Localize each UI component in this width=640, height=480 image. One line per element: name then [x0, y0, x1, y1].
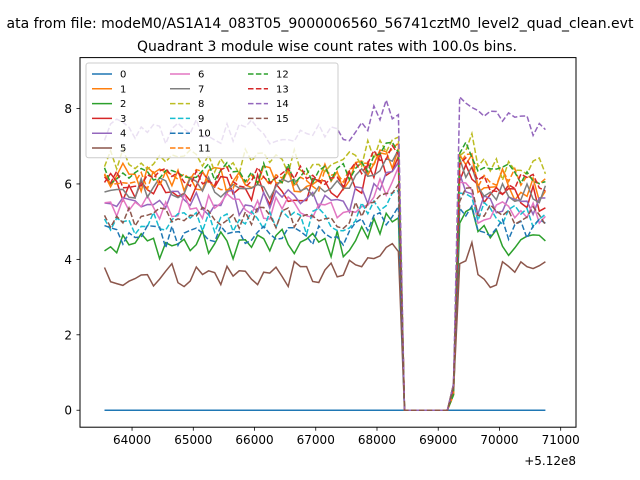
series-line-10: [104, 203, 546, 411]
legend-label-13: 13: [276, 84, 289, 95]
legend-label-12: 12: [276, 70, 289, 81]
y-tick-label: 4: [64, 253, 72, 267]
x-tick-label: 69000: [419, 433, 457, 447]
plot-frame: [79, 57, 577, 428]
figure-suptitle: ata from file: modeM0/AS1A14_083T05_9000…: [7, 16, 634, 32]
y-tick-label: 0: [64, 404, 72, 418]
series-line-9: [103, 189, 546, 411]
x-tick-label: 71000: [542, 433, 580, 447]
x-tick-label: 67000: [297, 433, 335, 447]
x-tick-label: 65000: [174, 433, 212, 447]
series-line-11: [103, 140, 546, 411]
legend-label-14: 14: [276, 99, 289, 110]
legend-label-5: 5: [120, 144, 126, 155]
legend-label-9: 9: [198, 114, 204, 125]
chart-title: Quadrant 3 module wise count rates with …: [137, 39, 517, 55]
legend-label-15: 15: [276, 114, 289, 125]
legend-label-10: 10: [198, 129, 211, 140]
series-line-5: [103, 239, 546, 411]
series-line-3: [103, 149, 546, 411]
y-tick-label: 8: [64, 102, 72, 116]
axes-ticks-group: 64000 65000 66000 67000 68000 69000 70000 71000…: [64, 102, 579, 447]
series-line-13: [103, 144, 546, 411]
x-offset-label: +5.12e8: [524, 454, 576, 468]
legend-label-0: 0: [120, 70, 126, 81]
series-line-15: [103, 181, 547, 411]
series-line-7: [104, 146, 547, 411]
legend-label-1: 1: [120, 84, 126, 95]
legend-label-11: 11: [198, 144, 211, 155]
legend-label-2: 2: [120, 99, 126, 110]
legend-label-6: 6: [198, 70, 204, 81]
legend-box: [85, 62, 339, 159]
x-tick-label: 66000: [235, 433, 273, 447]
legend-label-3: 3: [120, 114, 126, 125]
y-tick-label: 6: [64, 177, 72, 191]
x-tick-label: 68000: [358, 433, 396, 447]
x-tick-label: 64000: [113, 433, 151, 447]
series-line-12: [103, 140, 546, 411]
legend-label-7: 7: [198, 84, 204, 95]
x-tick-label: 70000: [480, 433, 518, 447]
legend-label-4: 4: [120, 129, 126, 140]
legend-label-8: 8: [198, 99, 204, 110]
y-tick-label: 2: [64, 328, 72, 342]
